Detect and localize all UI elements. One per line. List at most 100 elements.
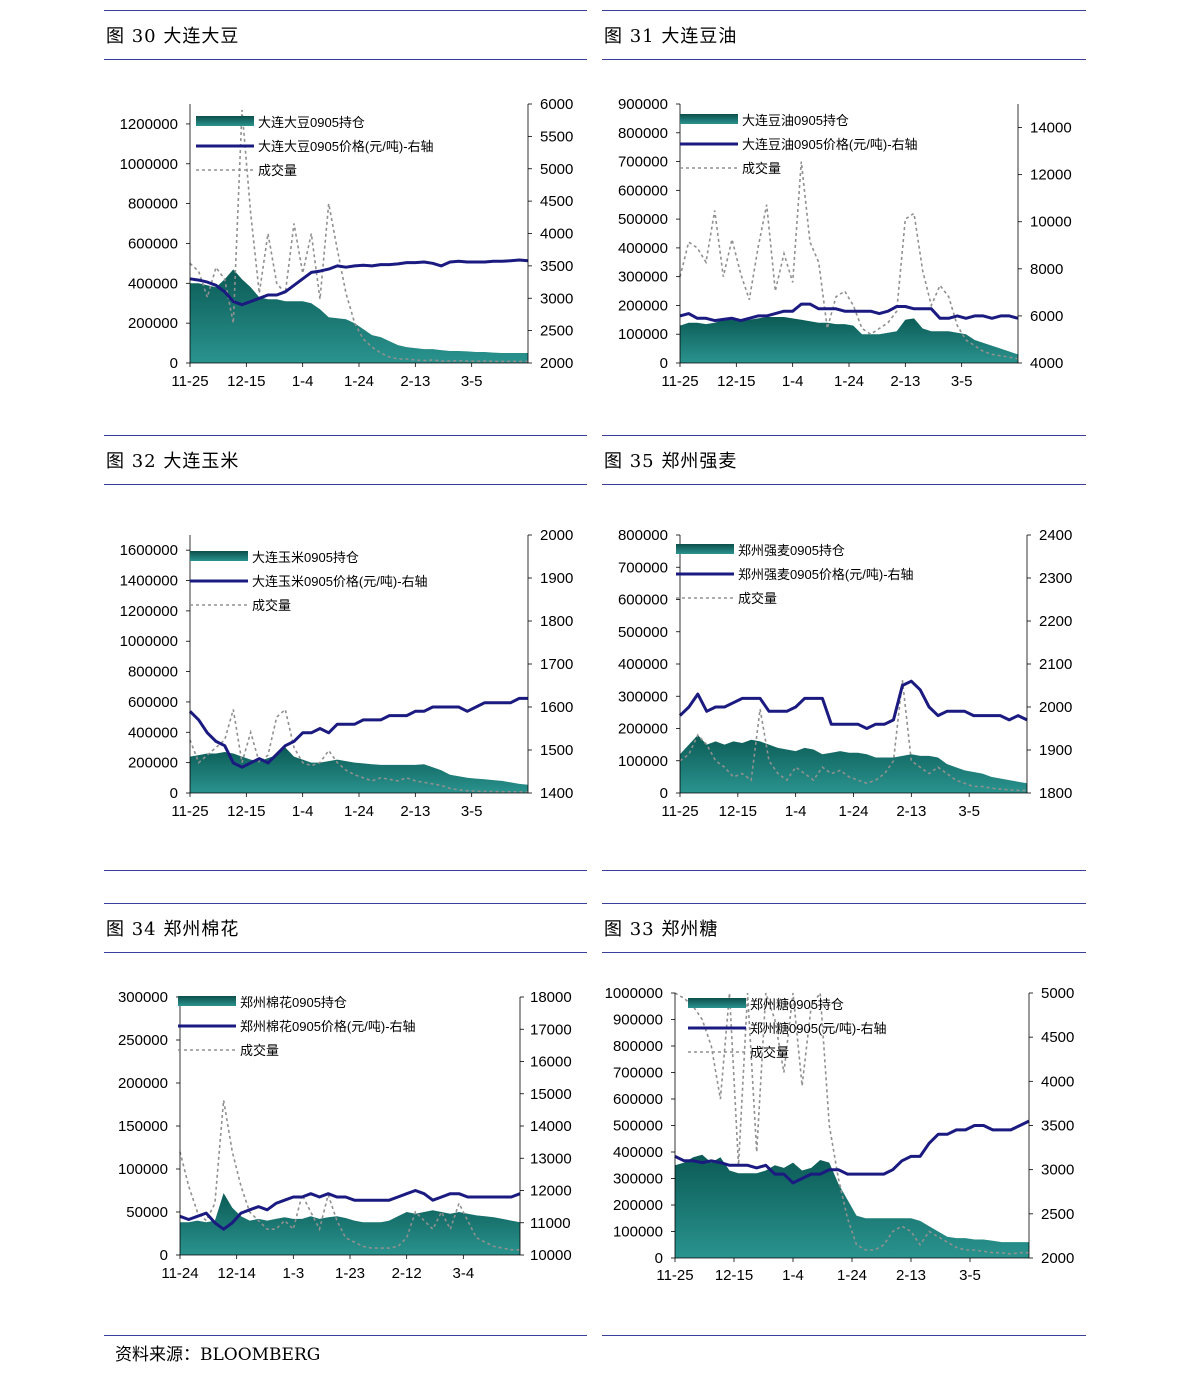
left-tick-label: 900000 xyxy=(613,1012,663,1029)
left-tick-label: 600000 xyxy=(618,182,668,199)
left-tick-label: 1200000 xyxy=(120,116,178,133)
x-tick-label: 1-24 xyxy=(344,803,374,820)
chart-bottom-rule xyxy=(602,1335,1086,1336)
left-tick-label: 700000 xyxy=(618,559,668,576)
series-1-price-line xyxy=(189,258,529,307)
right-tick-label: 2000 xyxy=(1039,699,1072,716)
legend-label: 成交量 xyxy=(240,1043,279,1058)
right-tick-label: 3000 xyxy=(1041,1162,1074,1179)
left-tick-label: 200000 xyxy=(128,315,178,332)
left-tick-label: 50000 xyxy=(126,1204,168,1221)
series-0-area xyxy=(680,317,1018,363)
series-2-volume-line xyxy=(679,161,1019,360)
chart-title-rule xyxy=(602,59,1086,60)
x-tick-label: 2-13 xyxy=(890,373,920,390)
left-tick-label: 100000 xyxy=(618,326,668,343)
right-tick-label: 5000 xyxy=(540,161,573,178)
chart-title: 图 35 郑州强麦 xyxy=(604,451,738,472)
legend-label: 郑州糖0905(元/吨)-右轴 xyxy=(750,1021,887,1036)
chart-title-rule xyxy=(602,952,1086,953)
right-tick-label: 4500 xyxy=(540,193,573,210)
right-tick-label: 1400 xyxy=(540,785,573,802)
series-0-area xyxy=(190,747,528,793)
series-0-area xyxy=(190,269,528,363)
left-tick-label: 200000 xyxy=(618,297,668,314)
right-tick-label: 3500 xyxy=(540,258,573,275)
legend-label: 成交量 xyxy=(252,598,291,613)
left-tick-label: 600000 xyxy=(618,592,668,609)
x-tick-label: 11-25 xyxy=(661,803,698,820)
right-tick-label: 11000 xyxy=(530,1215,571,1232)
chart-top-rule xyxy=(104,10,587,11)
left-tick-label: 1000000 xyxy=(120,633,178,650)
left-tick-label: 800000 xyxy=(128,196,178,213)
x-tick-label: 1-24 xyxy=(838,803,868,820)
x-tick-label: 1-4 xyxy=(782,373,804,390)
chart-top-rule xyxy=(602,903,1086,904)
x-tick-label: 1-24 xyxy=(837,1267,867,1284)
legend-swatch-area xyxy=(190,551,248,561)
series-2-volume-line xyxy=(674,990,1029,1255)
legend-label: 大连大豆0905持仓 xyxy=(258,115,365,130)
right-tick-label: 4500 xyxy=(1041,1029,1074,1046)
legend-swatch-area xyxy=(688,998,746,1008)
right-tick-label: 2000 xyxy=(540,355,573,372)
right-tick-label: 12000 xyxy=(1030,167,1072,184)
left-tick-label: 400000 xyxy=(613,1144,663,1161)
chart-top-rule xyxy=(602,10,1086,11)
left-tick-label: 800000 xyxy=(128,664,178,681)
right-tick-label: 13000 xyxy=(530,1150,572,1167)
chart-c30: 0 200000 400000 600000 800000 1000000 1200000 2… xyxy=(120,96,574,390)
legend-label: 郑州棉花0905持仓 xyxy=(240,995,347,1010)
left-tick-label: 400000 xyxy=(128,275,178,292)
chart-title-rule xyxy=(104,484,587,485)
chart-title-rule xyxy=(104,59,587,60)
chart-title: 图 31 大连豆油 xyxy=(604,26,738,47)
left-tick-label: 300000 xyxy=(618,688,668,705)
right-tick-label: 5000 xyxy=(1041,985,1074,1002)
right-tick-label: 18000 xyxy=(530,989,572,1006)
right-tick-label: 12000 xyxy=(530,1183,572,1200)
legend-swatch-area xyxy=(196,116,254,126)
series-1-price-line xyxy=(679,302,1019,323)
x-tick-label: 11-25 xyxy=(661,373,698,390)
x-tick-label: 1-3 xyxy=(282,1265,304,1282)
chart-title: 图 32 大连玉米 xyxy=(106,451,240,472)
left-tick-label: 150000 xyxy=(118,1118,168,1135)
chart-bottom-rule xyxy=(104,870,587,871)
x-tick-label: 11-25 xyxy=(171,373,208,390)
x-tick-label: 11-25 xyxy=(656,1267,693,1284)
legend-label: 郑州棉花0905价格(元/吨)-右轴 xyxy=(240,1019,416,1034)
legend-label: 郑州强麦0905持仓 xyxy=(738,543,845,558)
right-tick-label: 14000 xyxy=(1030,120,1072,137)
chart-top-rule xyxy=(104,903,587,904)
left-tick-label: 100000 xyxy=(613,1224,663,1241)
left-tick-label: 0 xyxy=(660,355,668,372)
left-tick-label: 200000 xyxy=(118,1075,168,1092)
left-tick-label: 700000 xyxy=(618,154,668,171)
left-tick-label: 1000000 xyxy=(605,985,663,1002)
left-tick-label: 100000 xyxy=(118,1161,168,1178)
left-tick-label: 0 xyxy=(160,1247,168,1264)
left-tick-label: 600000 xyxy=(128,694,178,711)
series-1-price-line xyxy=(674,1119,1030,1185)
left-tick-label: 100000 xyxy=(618,753,668,770)
left-tick-label: 250000 xyxy=(118,1032,168,1049)
left-tick-label: 0 xyxy=(660,785,668,802)
right-tick-label: 10000 xyxy=(530,1247,572,1264)
left-tick-label: 1000000 xyxy=(120,156,178,173)
x-tick-label: 3-5 xyxy=(958,803,980,820)
left-tick-label: 1200000 xyxy=(120,603,178,620)
right-tick-label: 2500 xyxy=(540,323,573,340)
left-tick-label: 1400000 xyxy=(120,573,178,590)
x-tick-label: 12-14 xyxy=(217,1265,255,1282)
series-1-price-line xyxy=(678,679,1028,730)
x-tick-label: 3-5 xyxy=(951,373,973,390)
right-tick-label: 3000 xyxy=(540,290,573,307)
right-tick-label: 1900 xyxy=(540,570,573,587)
series-1-price-line xyxy=(188,696,528,769)
right-tick-label: 10000 xyxy=(1030,214,1072,231)
legend-swatch-area xyxy=(680,114,738,124)
right-tick-label: 2500 xyxy=(1041,1206,1074,1223)
